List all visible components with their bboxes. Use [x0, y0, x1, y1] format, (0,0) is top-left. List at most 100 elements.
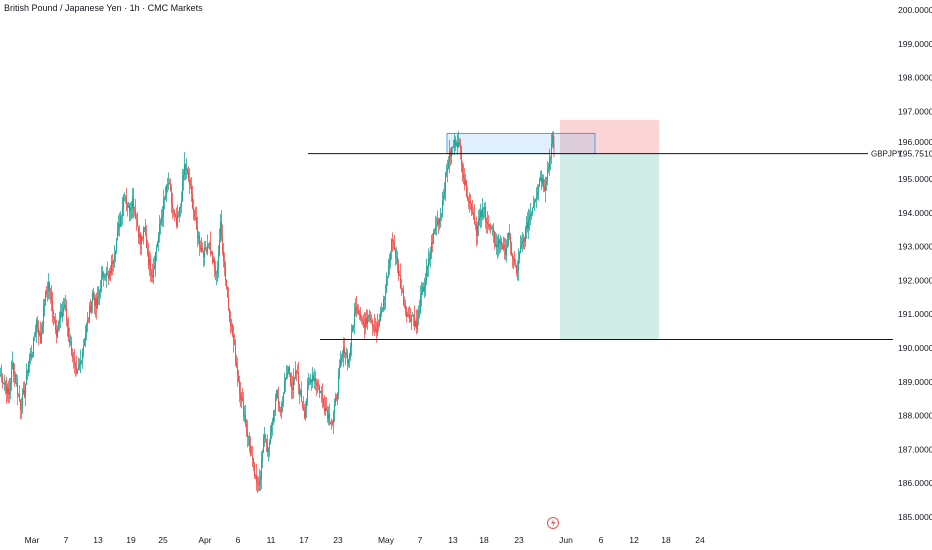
candle-body [153, 269, 154, 278]
candle-body [46, 291, 47, 293]
candle-body [357, 309, 358, 311]
candle-body [536, 196, 537, 200]
candle-body [258, 484, 259, 486]
candle-body [467, 196, 468, 201]
candle-body [166, 186, 167, 196]
candle-body [403, 290, 404, 305]
candle-body [88, 319, 89, 321]
candle-body [519, 252, 520, 259]
candle-body [60, 312, 61, 320]
candle-body [412, 314, 413, 316]
candle-body [542, 178, 543, 183]
y-tick-label: 197.00000 [898, 106, 932, 116]
y-tick-label: 186.00000 [898, 478, 932, 488]
candle-body [8, 387, 9, 395]
candle-body [102, 272, 103, 277]
candle-body [399, 275, 400, 276]
candle-body [305, 407, 306, 418]
candle-body [63, 307, 64, 312]
candle-body [164, 197, 165, 201]
candle-body [18, 394, 19, 396]
candle-body [192, 194, 193, 208]
candle-body [378, 323, 379, 325]
candle-body [462, 165, 463, 173]
candle-body [225, 267, 226, 280]
candle-body [363, 320, 364, 324]
candle-body [93, 292, 94, 298]
candle-body [538, 186, 539, 193]
candle-body [111, 261, 112, 274]
candle-body [445, 173, 446, 192]
candle-body [44, 303, 45, 306]
candle-body [104, 275, 105, 277]
candle-body [389, 260, 390, 266]
x-tick-label: 19 [126, 535, 136, 545]
candle-body [80, 360, 81, 365]
candle-body [469, 201, 470, 203]
candle-body [94, 297, 95, 306]
candle-body [232, 324, 233, 335]
candle-body [425, 280, 426, 287]
candle-body [257, 482, 258, 485]
candle-body [364, 323, 365, 328]
candle-body [436, 224, 437, 227]
candle-body [125, 197, 126, 199]
candle-body [14, 374, 15, 376]
candle-body [113, 260, 114, 265]
candle-body [528, 219, 529, 229]
candle-body [405, 305, 406, 310]
candle-body [504, 244, 505, 249]
candle-body [175, 214, 176, 218]
candle-body [552, 134, 554, 137]
candle-body [275, 398, 276, 412]
candle-body [155, 252, 156, 266]
x-tick-label: 17 [299, 535, 309, 545]
candle-body [142, 237, 143, 239]
candle-body [440, 217, 441, 219]
candle-body [553, 136, 554, 147]
candle-body [85, 334, 86, 342]
candle-body [294, 377, 295, 380]
candle-body [260, 477, 261, 480]
candle-body [240, 393, 241, 400]
candle-body [341, 357, 342, 361]
candle-body [298, 373, 299, 385]
candle-body [29, 358, 30, 363]
candle-body [539, 179, 540, 187]
candle-body [146, 235, 147, 248]
candle-body [361, 319, 362, 321]
candle-body [408, 314, 409, 316]
candle-body [464, 178, 465, 185]
candle-body [130, 208, 131, 212]
candle-body [262, 451, 263, 461]
candle-body [493, 227, 494, 232]
candle-body [252, 455, 253, 459]
candle-body [256, 475, 257, 483]
candle-body [369, 315, 370, 318]
candle-body [324, 406, 325, 412]
candle-body [171, 191, 172, 204]
candle-body [325, 408, 326, 412]
y-tick-label: 185.00000 [898, 512, 932, 522]
candle-body [380, 312, 381, 321]
candle-body [161, 217, 162, 223]
y-tick-label: 190.00000 [898, 343, 932, 353]
candle-body [71, 341, 72, 355]
candle-body [284, 381, 285, 394]
candle-body [427, 266, 428, 269]
candle-body [366, 318, 367, 325]
candle-body [308, 381, 309, 387]
candle-body [234, 341, 235, 345]
candle-body [443, 196, 444, 201]
candle-body [531, 213, 532, 215]
candle-body [135, 210, 136, 220]
candle-body [525, 228, 526, 242]
candle-body [457, 142, 458, 148]
y-tick-label: 195.00000 [898, 174, 932, 184]
candle-body [500, 241, 501, 244]
y-tick-label: 191.00000 [898, 309, 932, 319]
candle-body [344, 347, 345, 354]
candle-body [328, 414, 329, 419]
candle-body [233, 334, 234, 342]
